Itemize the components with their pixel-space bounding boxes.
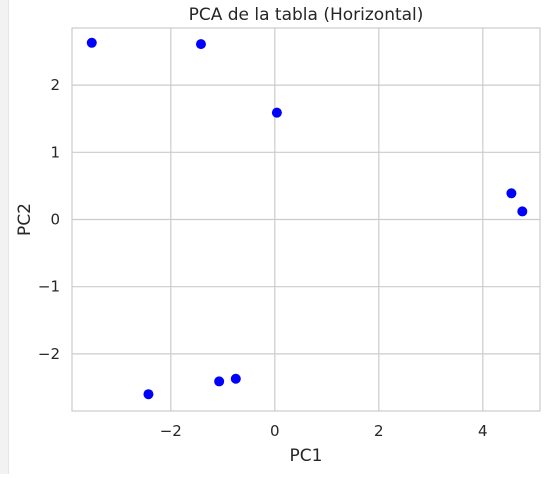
x-tick-label: 0 [270,422,280,440]
data-point [86,37,97,48]
x-tick-label: 2 [374,422,384,440]
x-tick-label: 4 [478,422,488,440]
data-point [230,373,241,384]
y-tick-label: −1 [38,278,60,296]
y-tick-label: 1 [50,143,60,161]
y-tick-label: −2 [38,345,60,363]
data-points [86,37,528,400]
x-tick-label: −2 [160,422,182,440]
data-point [214,376,225,387]
plot-frame [71,27,541,412]
grid [72,28,540,411]
data-point [143,389,154,400]
window-edge [0,0,9,474]
data-point [271,107,282,118]
data-point [506,188,517,199]
chart-title: PCA de la tabla (Horizontal) [189,5,424,25]
data-point [195,39,206,50]
y-tick-labels: −2 −1 0 1 2 [38,76,60,363]
data-point [517,206,528,217]
y-tick-label: 0 [50,211,60,229]
y-tick-label: 2 [50,76,60,94]
x-tick-labels: −2 0 2 4 [160,422,488,440]
x-axis-label: PC1 [290,446,323,466]
y-axis-label: PC2 [15,203,35,236]
